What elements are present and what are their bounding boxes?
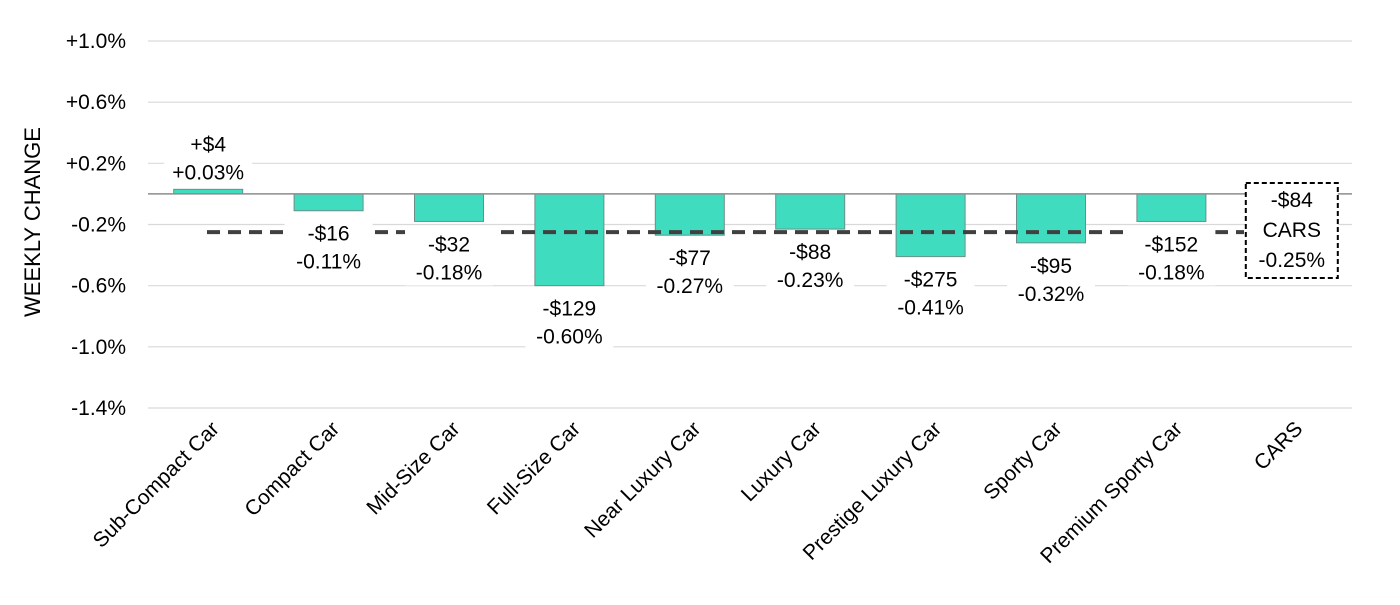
data-label-bg xyxy=(284,218,373,275)
data-label-dollar: -$16 xyxy=(308,223,350,246)
y-tick-label: +1.0% xyxy=(66,30,126,53)
bar xyxy=(654,193,725,236)
summary-percent: -0.25% xyxy=(1259,249,1326,272)
x-tick-label: Mid-Size Car xyxy=(362,417,464,519)
y-axis-title: WEEKLY CHANGE xyxy=(20,127,45,317)
data-label-bg xyxy=(1127,229,1216,286)
data-label-percent: -0.32% xyxy=(1018,283,1085,306)
x-tick-label: Sporty Car xyxy=(979,417,1066,504)
data-label-dollar: -$77 xyxy=(669,247,711,270)
summary-label: CARS xyxy=(1263,219,1321,242)
data-label-bg xyxy=(766,237,855,294)
bar xyxy=(775,193,846,230)
y-tick-label: -1.4% xyxy=(71,397,126,420)
bars xyxy=(148,188,1352,287)
data-label-percent: -0.41% xyxy=(897,297,964,320)
x-tick-label: Full-Size Car xyxy=(483,417,585,519)
data-label-percent: +0.03% xyxy=(172,161,244,184)
x-tick-label: Prestige Luxury Car xyxy=(799,417,946,564)
data-labels: +$4 +0.03% -$16 -0.11% -$32 -0.18% -$129 -0.60%… xyxy=(164,129,1216,350)
y-tick-label: +0.6% xyxy=(66,91,126,114)
x-tick-label: Near Luxury Car xyxy=(580,417,705,542)
data-label-percent: -0.23% xyxy=(777,269,844,292)
y-tick-label: -0.2% xyxy=(71,214,126,237)
bar xyxy=(1136,193,1207,222)
x-tick-label: Luxury Car xyxy=(737,417,826,506)
data-label-dollar: -$152 xyxy=(1145,233,1199,256)
data-label-dollar: -$129 xyxy=(543,298,597,321)
data-label-percent: -0.60% xyxy=(536,326,603,349)
data-label-percent: -0.18% xyxy=(416,261,483,284)
summary-box: -$84 CARS -0.25% xyxy=(1244,182,1339,279)
bar xyxy=(293,193,364,212)
data-label-dollar: -$32 xyxy=(428,233,470,256)
data-label-bg xyxy=(525,293,614,350)
y-tick-label: -0.6% xyxy=(71,275,126,298)
x-tick-label: Sub-Compact Car xyxy=(89,417,224,552)
y-axis-ticks: +1.0% +0.6% +0.2% -0.2% -0.6% -1.0% -1.4% xyxy=(66,30,126,420)
x-tick-label: CARS xyxy=(1250,417,1308,475)
data-label-bg xyxy=(164,129,253,186)
data-label-dollar: +$4 xyxy=(190,133,226,156)
bar xyxy=(414,193,484,222)
y-tick-label: +0.2% xyxy=(66,152,126,175)
data-label-bg xyxy=(405,229,493,286)
x-tick-label: Compact Car xyxy=(240,417,344,521)
data-label-bg xyxy=(886,264,975,321)
data-label-percent: -0.27% xyxy=(657,275,724,298)
data-label-bg xyxy=(645,243,734,300)
data-label-dollar: -$95 xyxy=(1030,255,1072,278)
bar xyxy=(534,193,605,287)
data-label-bg xyxy=(1007,250,1095,307)
data-label-percent: -0.11% xyxy=(296,251,361,274)
x-axis-ticks: Sub-Compact Car Compact Car Mid-Size Car Fu… xyxy=(89,417,1308,568)
bar xyxy=(895,193,966,258)
bar xyxy=(1016,193,1086,244)
summary-dollar: -$84 xyxy=(1271,189,1313,212)
y-tick-label: -1.0% xyxy=(71,336,126,359)
data-label-dollar: -$88 xyxy=(789,241,831,264)
data-label-dollar: -$275 xyxy=(904,269,958,292)
data-label-percent: -0.18% xyxy=(1138,261,1205,284)
summary-box-frame xyxy=(1244,182,1339,279)
